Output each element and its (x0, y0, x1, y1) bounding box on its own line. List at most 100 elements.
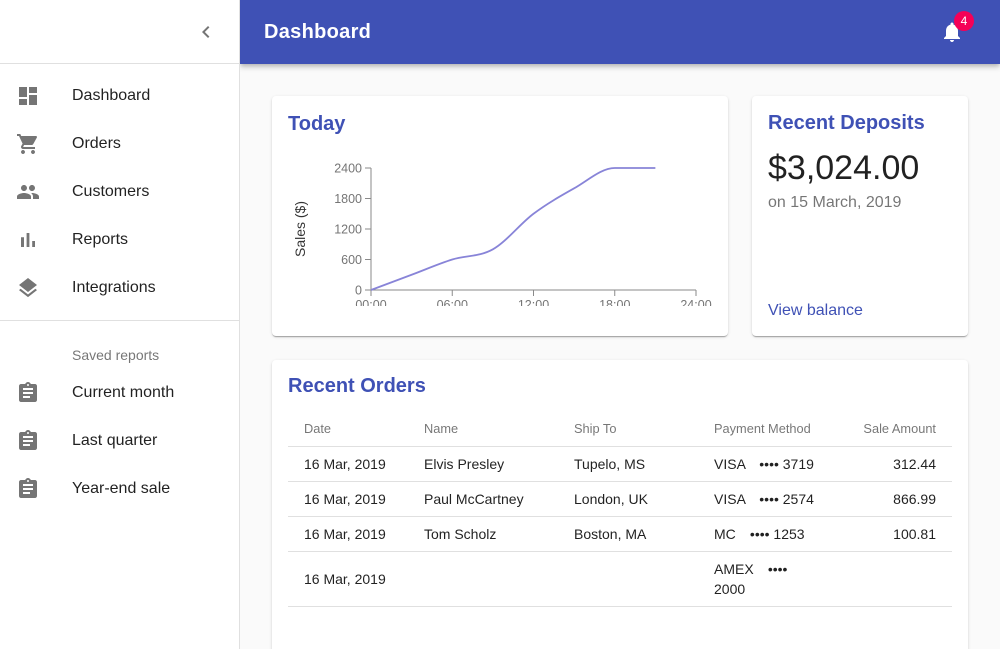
sidebar-nav: Dashboard Orders Customers Reports Integrati… (0, 64, 239, 521)
sidebar-item-dashboard[interactable]: Dashboard (0, 72, 239, 120)
today-chart-svg: 0 600 1200 1800 2400 00:00 06:00 12:00 18:00 24:0… (292, 162, 712, 307)
header-row: Date Name Ship To Payment Method Sale Amount (288, 412, 952, 447)
cell-name: Tom Scholz (408, 516, 558, 552)
chart-title: Today (288, 113, 346, 135)
main-nav-list: Dashboard Orders Customers Reports Integrati… (0, 64, 239, 320)
y-tick-label: 0 (355, 284, 362, 298)
cell-amount: 312.44 (843, 446, 952, 482)
bar-chart-icon-wrap (16, 228, 72, 252)
layers-icon (19, 278, 37, 298)
deposits-title: Recent Deposits (768, 112, 925, 134)
sidebar-item-label: Customers (72, 183, 150, 200)
sidebar-item-year-end-sale[interactable]: Year-end sale (0, 465, 239, 513)
cell-name: Elvis Presley (408, 446, 558, 482)
page-title: Dashboard (264, 20, 372, 43)
shopping-cart-icon-wrap (16, 132, 72, 156)
cell-ship_to: Tupelo, MS (558, 446, 698, 482)
cell-ship_to (558, 551, 698, 607)
dashboard-icon-wrap (16, 84, 72, 108)
cell-amount (843, 551, 952, 607)
column-header-sale-amount: Sale Amount (843, 412, 952, 447)
table-row: 16 Mar, 2019 Elvis Presley Tupelo, MS VISA … (288, 446, 952, 482)
sidebar: Dashboard Orders Customers Reports Integrati… (0, 0, 240, 649)
cell-amount: 100.81 (843, 516, 952, 552)
cell-payment: AMEX ⠀•••• 2000 (698, 551, 843, 607)
sidebar-item-label: Current month (72, 384, 175, 401)
sidebar-item-label: Last quarter (72, 432, 158, 449)
cell-date: 16 Mar, 2019 (288, 551, 408, 607)
assignment-icon (19, 430, 37, 450)
cell-date: 16 Mar, 2019 (288, 446, 408, 482)
sidebar-item-label: Year-end sale (72, 480, 171, 497)
app-bar: Dashboard 4 (240, 0, 1000, 64)
shopping-cart-icon (17, 134, 37, 154)
cell-date: 16 Mar, 2019 (288, 516, 408, 552)
people-icon-wrap (16, 180, 72, 204)
notifications-button[interactable]: 4 (928, 8, 976, 56)
sidebar-item-last-quarter[interactable]: Last quarter (0, 417, 239, 465)
y-tick-label: 1200 (334, 223, 362, 237)
sidebar-item-orders[interactable]: Orders (0, 120, 239, 168)
column-header-ship-to: Ship To (558, 412, 698, 447)
x-tick-label: 18:00 (599, 298, 630, 306)
sidebar-item-label: Integrations (72, 279, 156, 296)
sidebar-item-reports[interactable]: Reports (0, 216, 239, 264)
cell-date: 16 Mar, 2019 (288, 481, 408, 517)
assignment-icon-wrap (16, 381, 72, 405)
sales-line-series (370, 167, 656, 291)
deposit-amount: $3,024.00 (768, 149, 920, 187)
assignment-icon (19, 478, 37, 498)
saved-reports-header: Saved reports (72, 347, 160, 363)
sidebar-item-label: Dashboard (72, 87, 151, 104)
x-tick-label: 00:00 (355, 298, 386, 306)
notification-badge: 4 (954, 11, 974, 31)
table-row: 16 Mar, 2019 AMEX ⠀•••• 2000 (288, 551, 952, 607)
column-header-payment-method: Payment Method (698, 412, 843, 447)
sidebar-toolbar (0, 0, 239, 64)
x-tick-label: 12:00 (518, 298, 549, 306)
orders-table: Date Name Ship To Payment Method Sale Amount… (288, 412, 952, 607)
assignment-icon-wrap (16, 429, 72, 453)
main-content: Today 0 600 1200 1800 2400 00:00 06:00 12:00 18:… (240, 0, 1000, 649)
dashboard-icon (19, 87, 37, 105)
sidebar-item-customers[interactable]: Customers (0, 168, 239, 216)
table-row: 16 Mar, 2019 Tom Scholz Boston, MA MC ⠀••••… (288, 516, 952, 552)
cell-payment: MC ⠀•••• 1253 (698, 516, 843, 552)
sidebar-item-label: Reports (72, 231, 129, 248)
cell-name: Paul McCartney (408, 481, 558, 517)
recent-orders-card: Recent Orders Date Name Ship To Payment Met… (272, 360, 968, 649)
cell-name (408, 551, 558, 607)
y-tick-label: 2400 (334, 162, 362, 176)
orders-table-head: Date Name Ship To Payment Method Sale Amount (288, 412, 952, 447)
column-header-date: Date (288, 412, 408, 447)
sidebar-item-label: Orders (72, 135, 121, 152)
assignment-icon (19, 382, 37, 402)
today-chart-card: Today 0 600 1200 1800 2400 00:00 06:00 12:00 18:… (272, 96, 728, 336)
cell-ship_to: Boston, MA (558, 516, 698, 552)
collapse-drawer-button[interactable] (182, 8, 230, 56)
layers-icon-wrap (16, 276, 72, 300)
y-tick-label: 600 (341, 253, 362, 267)
sidebar-divider (0, 320, 239, 321)
table-row: 16 Mar, 2019 Paul McCartney London, UK VISA… (288, 481, 952, 517)
orders-title: Recent Orders (288, 375, 426, 397)
cell-payment: VISA ⠀•••• 2574 (698, 481, 843, 517)
cell-payment: VISA ⠀•••• 3719 (698, 446, 843, 482)
sidebar-item-current-month[interactable]: Current month (0, 369, 239, 417)
column-header-name: Name (408, 412, 558, 447)
y-axis-title: Sales ($) (292, 201, 308, 257)
orders-table-body: 16 Mar, 2019 Elvis Presley Tupelo, MS VISA … (288, 446, 952, 607)
x-tick-label: 06:00 (437, 298, 468, 306)
recent-deposits-card: Recent Deposits $3,024.00 on 15 March, 2… (752, 96, 968, 336)
sidebar-item-integrations[interactable]: Integrations (0, 264, 239, 312)
y-tick-label: 1800 (334, 192, 362, 206)
saved-nav-list: Current month Last quarter Year-end sale (0, 369, 239, 521)
top-row: Today 0 600 1200 1800 2400 00:00 06:00 12:00 18:… (272, 96, 968, 336)
people-icon (17, 185, 39, 199)
cell-amount: 866.99 (843, 481, 952, 517)
view-balance-link[interactable]: View balance (768, 302, 863, 319)
bar-chart-icon (21, 233, 35, 247)
chevron-left-icon (202, 25, 210, 38)
cell-ship_to: London, UK (558, 481, 698, 517)
assignment-icon-wrap (16, 477, 72, 501)
